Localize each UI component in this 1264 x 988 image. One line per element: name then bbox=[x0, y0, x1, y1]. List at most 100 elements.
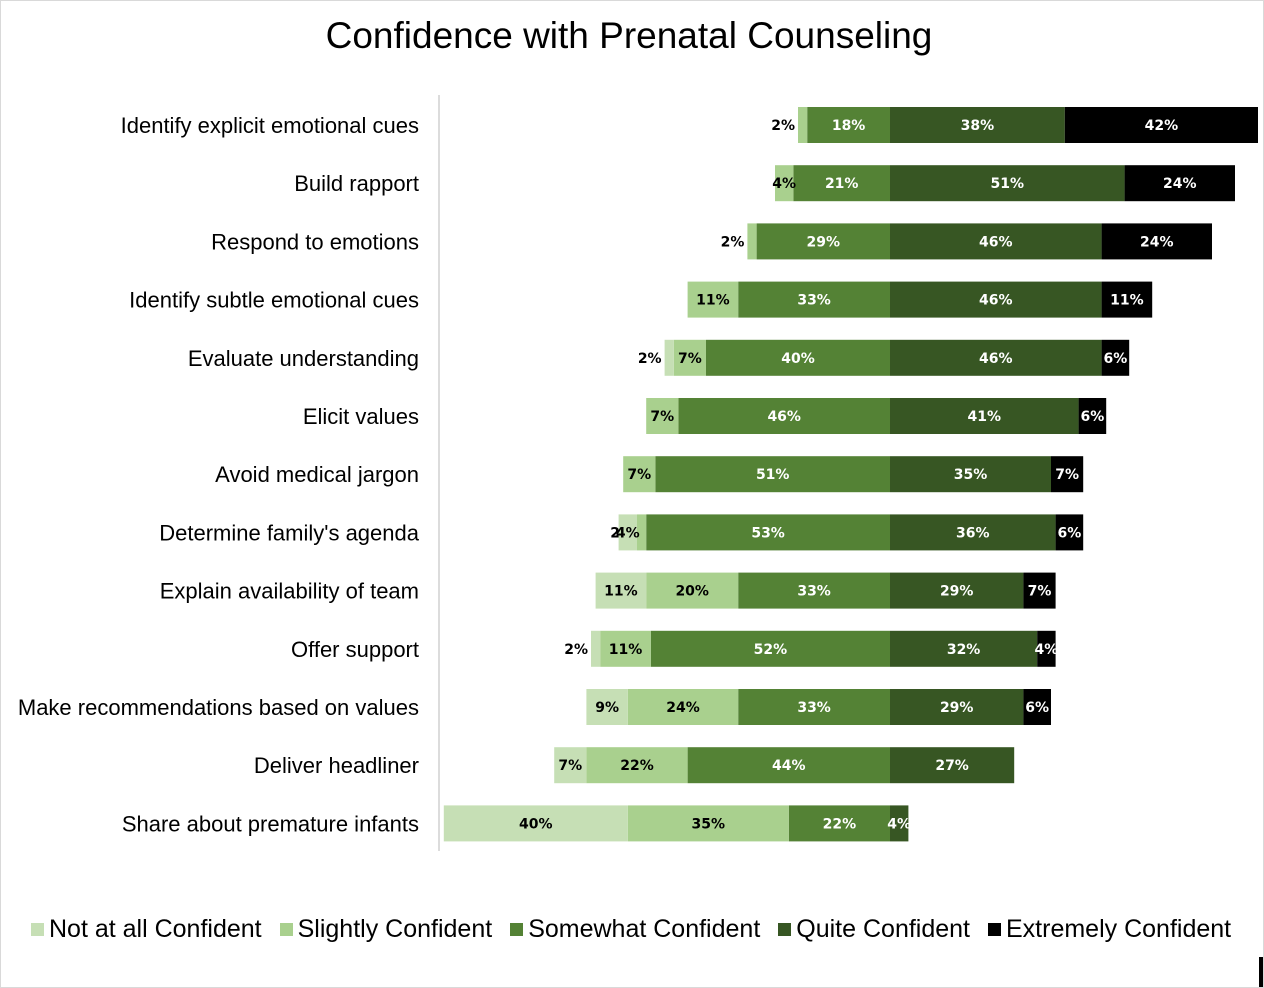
legend-item: Somewhat Confident bbox=[510, 915, 760, 944]
bar-segment bbox=[678, 398, 890, 434]
category-label: Make recommendations based on values bbox=[18, 695, 419, 720]
legend-label: Slightly Confident bbox=[297, 914, 493, 943]
bar-segment bbox=[600, 630, 651, 667]
bar-segment bbox=[738, 572, 890, 609]
bar-segment bbox=[554, 747, 587, 784]
data-label: 29% bbox=[940, 584, 974, 600]
category-label: Evaluate understanding bbox=[188, 346, 419, 371]
bar-segment bbox=[586, 689, 628, 725]
legend-swatch bbox=[510, 922, 524, 936]
bar-segment bbox=[1037, 630, 1056, 667]
data-label: 46% bbox=[979, 293, 1013, 309]
bar-segment bbox=[890, 514, 1056, 551]
data-label: 24% bbox=[1140, 234, 1174, 250]
data-label: 24% bbox=[666, 700, 700, 716]
bar-segment bbox=[618, 514, 637, 551]
data-label: 51% bbox=[756, 467, 790, 483]
legend-item: Extremely Confident bbox=[988, 915, 1231, 944]
bar-segment bbox=[738, 689, 890, 725]
data-label: 33% bbox=[797, 293, 831, 309]
data-label: 20% bbox=[675, 584, 709, 600]
bar-segment bbox=[687, 281, 739, 318]
bar-segment bbox=[627, 689, 739, 725]
data-label: 11% bbox=[1110, 293, 1144, 309]
bar-segment bbox=[1101, 339, 1130, 376]
category-label: Identify explicit emotional cues bbox=[121, 113, 419, 138]
bar-segment bbox=[890, 281, 1102, 318]
bar-segment bbox=[747, 223, 757, 260]
data-label: 7% bbox=[627, 467, 651, 483]
data-label: 22% bbox=[620, 758, 654, 774]
legend-item: Not at all Confident bbox=[31, 915, 262, 944]
data-label: 36% bbox=[956, 525, 990, 541]
data-label: 9% bbox=[595, 700, 619, 716]
bar-segment bbox=[627, 805, 789, 842]
data-label: 7% bbox=[678, 351, 702, 367]
data-label: 11% bbox=[604, 584, 638, 600]
legend-label: Quite Confident bbox=[796, 914, 970, 943]
data-label: 24% bbox=[1163, 176, 1197, 192]
legend-swatch bbox=[778, 922, 792, 936]
bar-segment bbox=[687, 747, 890, 784]
legend-swatch bbox=[31, 922, 44, 936]
bar-segment bbox=[890, 165, 1125, 202]
category-label: Share about premature infants bbox=[122, 811, 419, 836]
corner-mark bbox=[1259, 957, 1263, 987]
data-label: 7% bbox=[650, 409, 674, 425]
data-label: 33% bbox=[797, 700, 831, 716]
data-label: 6% bbox=[1058, 525, 1082, 541]
bar-segment bbox=[798, 107, 808, 143]
data-label: 6% bbox=[1025, 700, 1049, 716]
bar-segment bbox=[1023, 572, 1056, 609]
bar-segment bbox=[1064, 107, 1258, 143]
data-label: 7% bbox=[1055, 467, 1079, 483]
data-label: 38% bbox=[961, 118, 995, 134]
bar-segment bbox=[890, 689, 1024, 725]
bar-segment bbox=[623, 456, 656, 493]
bar-segment bbox=[1101, 223, 1212, 260]
bar-segment bbox=[1124, 165, 1235, 202]
category-label: Identify subtle emotional cues bbox=[129, 288, 419, 313]
bar-segment bbox=[890, 398, 1079, 434]
legend-label: Somewhat Confident bbox=[528, 914, 761, 943]
bar-segment bbox=[807, 107, 890, 143]
bar-segment bbox=[890, 572, 1024, 609]
data-label: 2% bbox=[638, 351, 662, 367]
bar-segment bbox=[1023, 689, 1051, 725]
bar-segment bbox=[443, 805, 628, 842]
chart-plot: Identify explicit emotional cues 18% 2% 38%… bbox=[18, 95, 1258, 851]
category-label: Determine family's agenda bbox=[159, 520, 420, 545]
category-label: Deliver headliner bbox=[254, 753, 419, 778]
data-label: 53% bbox=[751, 525, 785, 541]
bar-segment bbox=[646, 398, 679, 434]
legend-swatch bbox=[279, 922, 293, 936]
bar-segment bbox=[706, 339, 890, 376]
data-label: 46% bbox=[979, 351, 1013, 367]
data-label: 35% bbox=[692, 816, 726, 832]
data-label: 4% bbox=[887, 816, 911, 832]
data-label: 46% bbox=[767, 409, 801, 425]
data-label: 7% bbox=[558, 758, 582, 774]
bar-segment bbox=[591, 630, 601, 667]
legend-label: Extremely Confident bbox=[1006, 914, 1232, 943]
bar-segment bbox=[890, 339, 1102, 376]
category-label: Avoid medical jargon bbox=[215, 462, 419, 487]
bar-segment bbox=[650, 630, 890, 667]
chart-title: Confidence with Prenatal Counseling bbox=[325, 15, 933, 56]
data-label: 40% bbox=[781, 351, 815, 367]
data-label: 27% bbox=[935, 758, 969, 774]
bar-segment bbox=[637, 514, 647, 551]
bar-segment bbox=[890, 107, 1065, 143]
bar-segment bbox=[646, 572, 739, 609]
bar-segment bbox=[738, 281, 890, 318]
bar-segment bbox=[586, 747, 688, 784]
category-label: Respond to emotions bbox=[211, 229, 419, 254]
data-label: 40% bbox=[519, 816, 553, 832]
data-label: 32% bbox=[947, 642, 981, 658]
data-label: 42% bbox=[1145, 118, 1179, 134]
data-label: 46% bbox=[979, 234, 1013, 250]
data-label: 21% bbox=[825, 176, 859, 192]
data-label: 11% bbox=[609, 642, 643, 658]
data-label: 11% bbox=[696, 293, 730, 309]
data-label: 6% bbox=[1081, 409, 1105, 425]
